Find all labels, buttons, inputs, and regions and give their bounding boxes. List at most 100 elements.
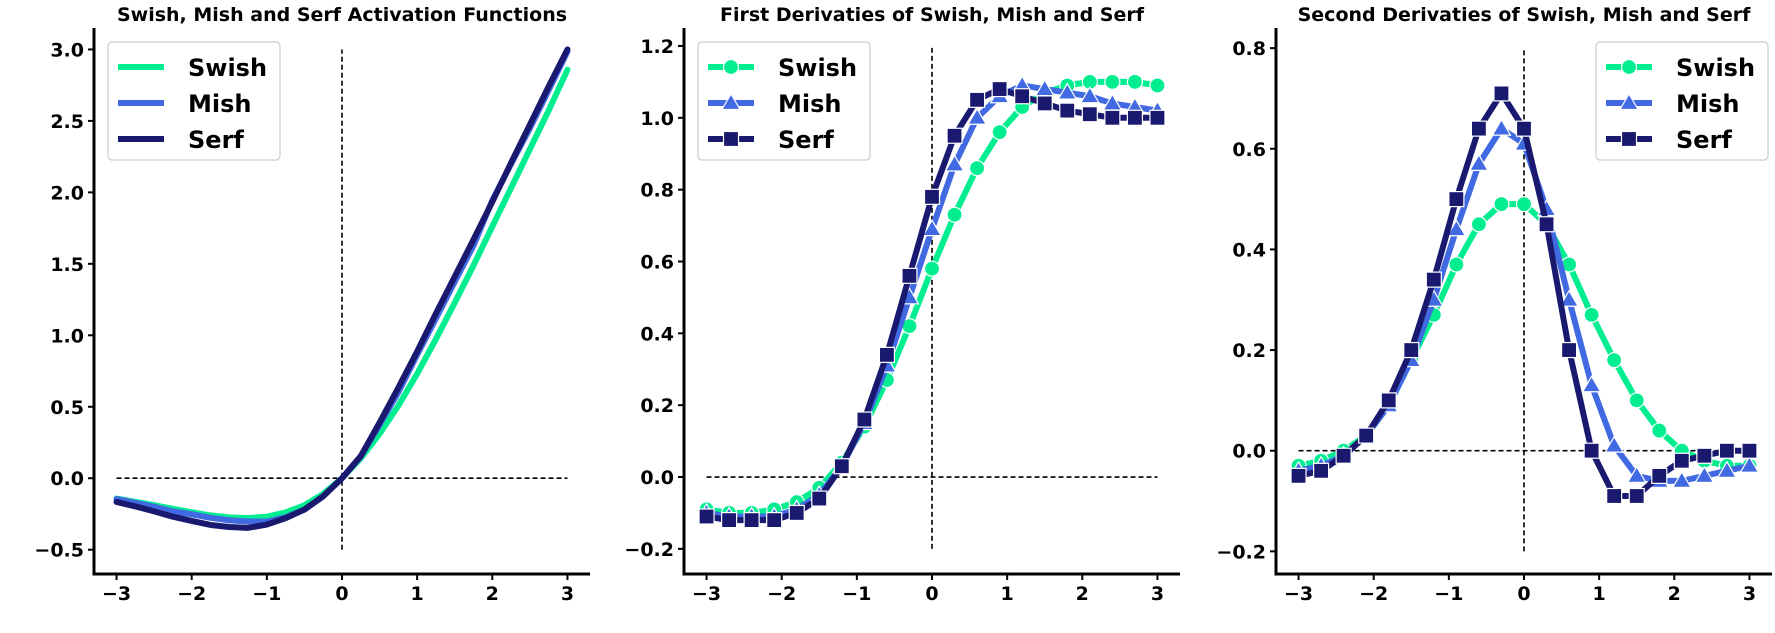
legend-entry-mish: Mish [1606, 90, 1739, 118]
data-point-serf [1493, 85, 1510, 102]
x-tick-label: 3 [1151, 583, 1164, 605]
data-point-swish [923, 260, 941, 277]
data-point-serf [1470, 120, 1488, 137]
data-point-serf [1628, 487, 1645, 505]
data-point-mish [1581, 375, 1602, 393]
x-tick-label: −2 [1359, 583, 1388, 605]
x-tick-label: −1 [252, 583, 281, 605]
x-tick-label: 0 [1517, 583, 1530, 605]
legend-entry-serf: Serf [1606, 126, 1732, 154]
data-point-mish [1604, 435, 1625, 453]
x-tick-label: −3 [102, 583, 131, 605]
x-tick-label: 1 [411, 583, 424, 605]
data-point-mish [1559, 289, 1580, 307]
data-point-mish [1446, 219, 1467, 237]
x-tick-label: 0 [335, 583, 348, 605]
legend: Swish Mish Serf [697, 41, 871, 161]
data-point-serf [1696, 447, 1713, 464]
legend-marker [1620, 130, 1638, 148]
x-tick-label: −1 [842, 583, 871, 605]
x-tick-label: 2 [1076, 583, 1089, 605]
data-point-serf [968, 91, 986, 108]
y-tick-label: 2.0 [50, 182, 84, 204]
x-tick-label: −3 [692, 583, 721, 605]
x-tick-label: −1 [1434, 583, 1463, 605]
data-point-swish [1470, 216, 1488, 233]
x-tick-label: 2 [1668, 583, 1681, 605]
legend: Swish Mish Serf [1595, 41, 1769, 161]
data-point-mish [944, 154, 965, 172]
data-point-serf [1448, 190, 1465, 208]
data-point-serf [901, 267, 918, 284]
y-tick-label: 0.2 [1232, 340, 1266, 362]
legend-entry-serf: Serf [708, 126, 834, 154]
data-point-mish [1626, 465, 1647, 483]
data-point-mish [1079, 86, 1100, 104]
y-tick-label: 3.0 [50, 39, 84, 61]
x-tick-label: 1 [1593, 583, 1606, 605]
data-point-serf [1425, 271, 1442, 288]
data-point-mish [1739, 455, 1760, 473]
legend-entry-mish: Mish [118, 90, 251, 118]
data-point-serf [766, 512, 783, 529]
data-point-swish [1628, 392, 1645, 409]
y-tick-label: −0.5 [34, 540, 84, 562]
data-point-serf [1651, 467, 1668, 484]
data-point-swish [1651, 422, 1668, 439]
series-line-serf [113, 46, 571, 531]
legend-label: Swish [1676, 54, 1755, 82]
x-tick-label: −2 [177, 583, 206, 605]
data-point-serf [788, 504, 805, 522]
chart-title: First Derivaties of Swish, Mish and Serf [720, 4, 1145, 26]
data-point-mish [1716, 460, 1737, 478]
chart-title: Second Derivaties of Swish, Mish and Ser… [1298, 4, 1752, 26]
data-point-serf [1036, 95, 1053, 112]
legend-box [1595, 41, 1769, 161]
legend-label: Mish [188, 90, 251, 118]
y-tick-label: 1.5 [50, 254, 84, 276]
data-point-serf [743, 512, 760, 529]
data-point-serf [1290, 467, 1307, 484]
chart-title: Swish, Mish and Serf Activation Function… [117, 4, 567, 26]
x-tick-label: 3 [1743, 583, 1756, 605]
chart-panel-1: Swish, Mish and Serf Activation Function… [34, 4, 590, 605]
data-point-swish [968, 159, 986, 177]
y-tick-label: 0.0 [1232, 441, 1266, 463]
legend-label: Serf [188, 126, 244, 154]
data-point-serf [1126, 109, 1144, 126]
y-tick-label: 1.0 [640, 108, 674, 130]
data-point-serf [856, 411, 873, 428]
data-point-serf [1718, 442, 1736, 459]
data-point-serf [1059, 102, 1076, 119]
y-tick-label: 0.5 [50, 397, 84, 419]
data-point-swish [1126, 73, 1144, 90]
data-point-serf [991, 80, 1008, 98]
y-tick-label: 2.5 [50, 111, 84, 133]
data-point-mish [1671, 470, 1692, 488]
legend-entry-swish: Swish [708, 54, 857, 82]
data-point-serf [1014, 88, 1031, 105]
legend-label: Swish [188, 54, 267, 82]
y-tick-label: 0.0 [640, 467, 674, 489]
y-tick-label: 1.2 [640, 36, 674, 58]
legend-box [107, 41, 281, 161]
y-tick-label: 0.6 [640, 251, 674, 273]
data-point-serf [833, 458, 850, 475]
series-serf [698, 80, 1166, 529]
data-point-serf [1560, 341, 1578, 359]
x-tick-label: 2 [486, 583, 499, 605]
data-point-serf [1538, 216, 1555, 233]
legend-label: Mish [1676, 90, 1739, 118]
data-point-serf [1149, 109, 1166, 126]
data-point-serf [698, 508, 715, 525]
y-tick-label: 1.0 [50, 325, 84, 347]
data-point-swish [946, 206, 963, 223]
y-tick-label: 0.4 [1232, 239, 1266, 261]
data-point-serf [1104, 109, 1121, 126]
data-point-mish [967, 107, 988, 125]
y-tick-label: −0.2 [624, 539, 674, 561]
legend: Swish Mish Serf [107, 41, 281, 161]
data-point-serf [878, 346, 896, 363]
legend-entry-serf: Serf [118, 126, 244, 154]
